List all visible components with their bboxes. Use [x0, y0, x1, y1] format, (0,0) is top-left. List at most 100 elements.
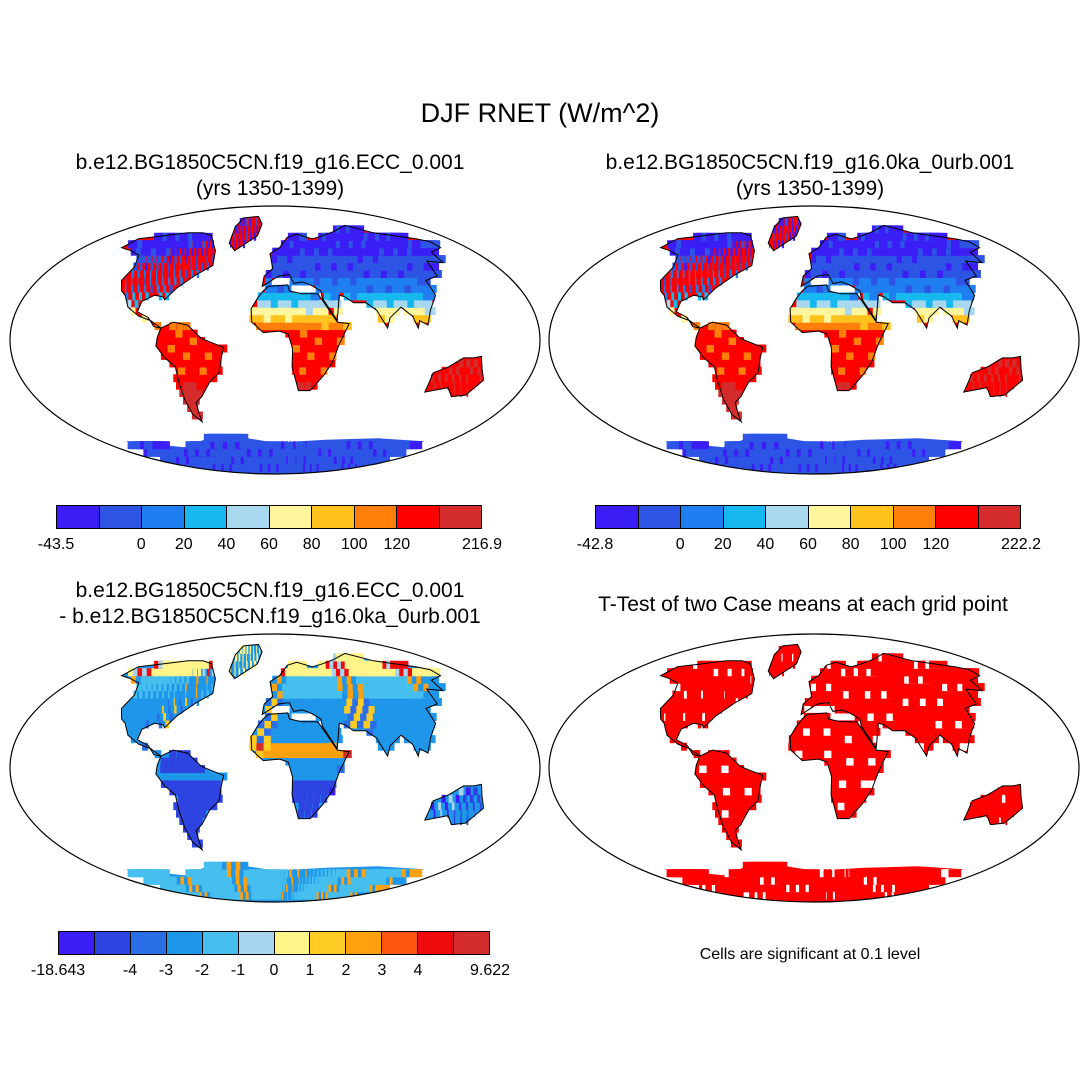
grid-cell	[282, 262, 290, 271]
grid-cell	[828, 441, 831, 450]
grid-cell	[246, 645, 249, 654]
grid-cell	[312, 735, 322, 744]
grid-cell	[211, 344, 221, 353]
grid-cell	[695, 705, 697, 714]
grid-cell	[420, 742, 431, 751]
grid-cell	[182, 757, 191, 766]
grid-cell	[748, 232, 752, 241]
grid-cell	[143, 270, 146, 278]
grid-cell	[816, 742, 825, 751]
grid-cell	[306, 794, 314, 803]
grid-cell	[1011, 802, 1014, 811]
grid-cell	[299, 794, 307, 803]
grid-cell	[139, 690, 143, 699]
grid-cell	[695, 690, 698, 699]
grid-cell	[843, 292, 852, 301]
grid-cell	[256, 750, 264, 759]
grid-cell	[664, 284, 666, 293]
grid-cell	[671, 292, 675, 301]
grid-cell	[197, 240, 202, 249]
grid-cell	[189, 337, 198, 345]
grid-cell	[152, 441, 170, 450]
grid-cell	[979, 381, 982, 390]
grid-cell	[332, 299, 342, 308]
grid-cell	[334, 876, 340, 885]
grid-cell	[707, 779, 717, 788]
grid-cell	[842, 456, 845, 465]
coastline	[120, 232, 216, 329]
grid-cell	[823, 299, 832, 308]
grid-cell	[420, 314, 431, 323]
grid-cell	[718, 262, 720, 271]
grid-cell	[211, 240, 214, 249]
grid-cell	[843, 675, 852, 684]
grid-cell	[180, 374, 191, 383]
grid-cell	[770, 433, 779, 442]
grid-cell	[427, 698, 442, 706]
grid-cell	[314, 322, 323, 331]
grid-cell	[253, 225, 255, 234]
grid-cell	[857, 448, 861, 457]
grid-cell	[163, 284, 166, 293]
grid-cell	[831, 337, 840, 345]
grid-cell	[877, 277, 887, 286]
grid-cell	[674, 675, 682, 684]
grid-cell	[838, 232, 846, 241]
grid-cell	[704, 720, 709, 729]
grid-cell	[879, 270, 890, 278]
grid-cell	[782, 869, 791, 878]
grid-cell	[845, 456, 849, 465]
grid-cell	[853, 884, 858, 893]
grid-cell	[356, 705, 367, 714]
grid-cell	[325, 690, 336, 699]
grid-cell	[213, 794, 223, 803]
grid-cell	[868, 351, 876, 360]
grid-cell	[191, 675, 194, 684]
grid-cell	[874, 750, 884, 759]
grid-cell	[191, 411, 203, 420]
grid-cell	[362, 705, 374, 714]
grid-cell	[821, 262, 829, 271]
grid-cell	[292, 314, 301, 323]
grid-cell	[125, 712, 127, 721]
grid-cell	[339, 441, 344, 450]
grid-cell	[440, 381, 443, 390]
grid-cell	[837, 307, 846, 316]
grid-cell	[914, 884, 929, 893]
grid-cell	[721, 337, 730, 345]
grid-cell	[305, 727, 314, 736]
grid-cell	[400, 727, 412, 736]
grid-cell	[672, 262, 676, 271]
grid-cell	[746, 240, 749, 249]
grid-cell	[382, 307, 393, 316]
grid-cell	[321, 329, 331, 338]
grid-cell	[750, 675, 752, 684]
grid-cell	[750, 683, 752, 692]
grid-cell	[816, 314, 825, 323]
grid-cell	[683, 690, 687, 699]
grid-cell	[824, 322, 833, 331]
grid-cell	[953, 299, 965, 308]
grid-cell	[773, 232, 775, 241]
grid-cell	[314, 329, 323, 338]
grid-cell	[182, 779, 192, 788]
grid-cell	[997, 802, 1001, 811]
grid-cell	[260, 884, 266, 893]
grid-cell	[831, 787, 839, 796]
grid-cell	[285, 750, 294, 759]
grid-cell	[990, 374, 994, 383]
grid-cell	[144, 262, 148, 271]
grid-cell	[837, 735, 846, 744]
grid-cell	[852, 794, 860, 803]
grid-cell	[205, 787, 215, 796]
grid-cell	[843, 809, 850, 818]
grid-cell	[250, 660, 252, 669]
grid-cell	[325, 262, 336, 271]
grid-cell	[859, 794, 867, 803]
grid-cell	[811, 675, 817, 684]
grid-cell	[854, 262, 863, 271]
grid-cell	[731, 817, 742, 826]
grid-cell	[731, 794, 741, 803]
grid-cell	[356, 277, 367, 286]
grid-cell	[280, 448, 284, 457]
